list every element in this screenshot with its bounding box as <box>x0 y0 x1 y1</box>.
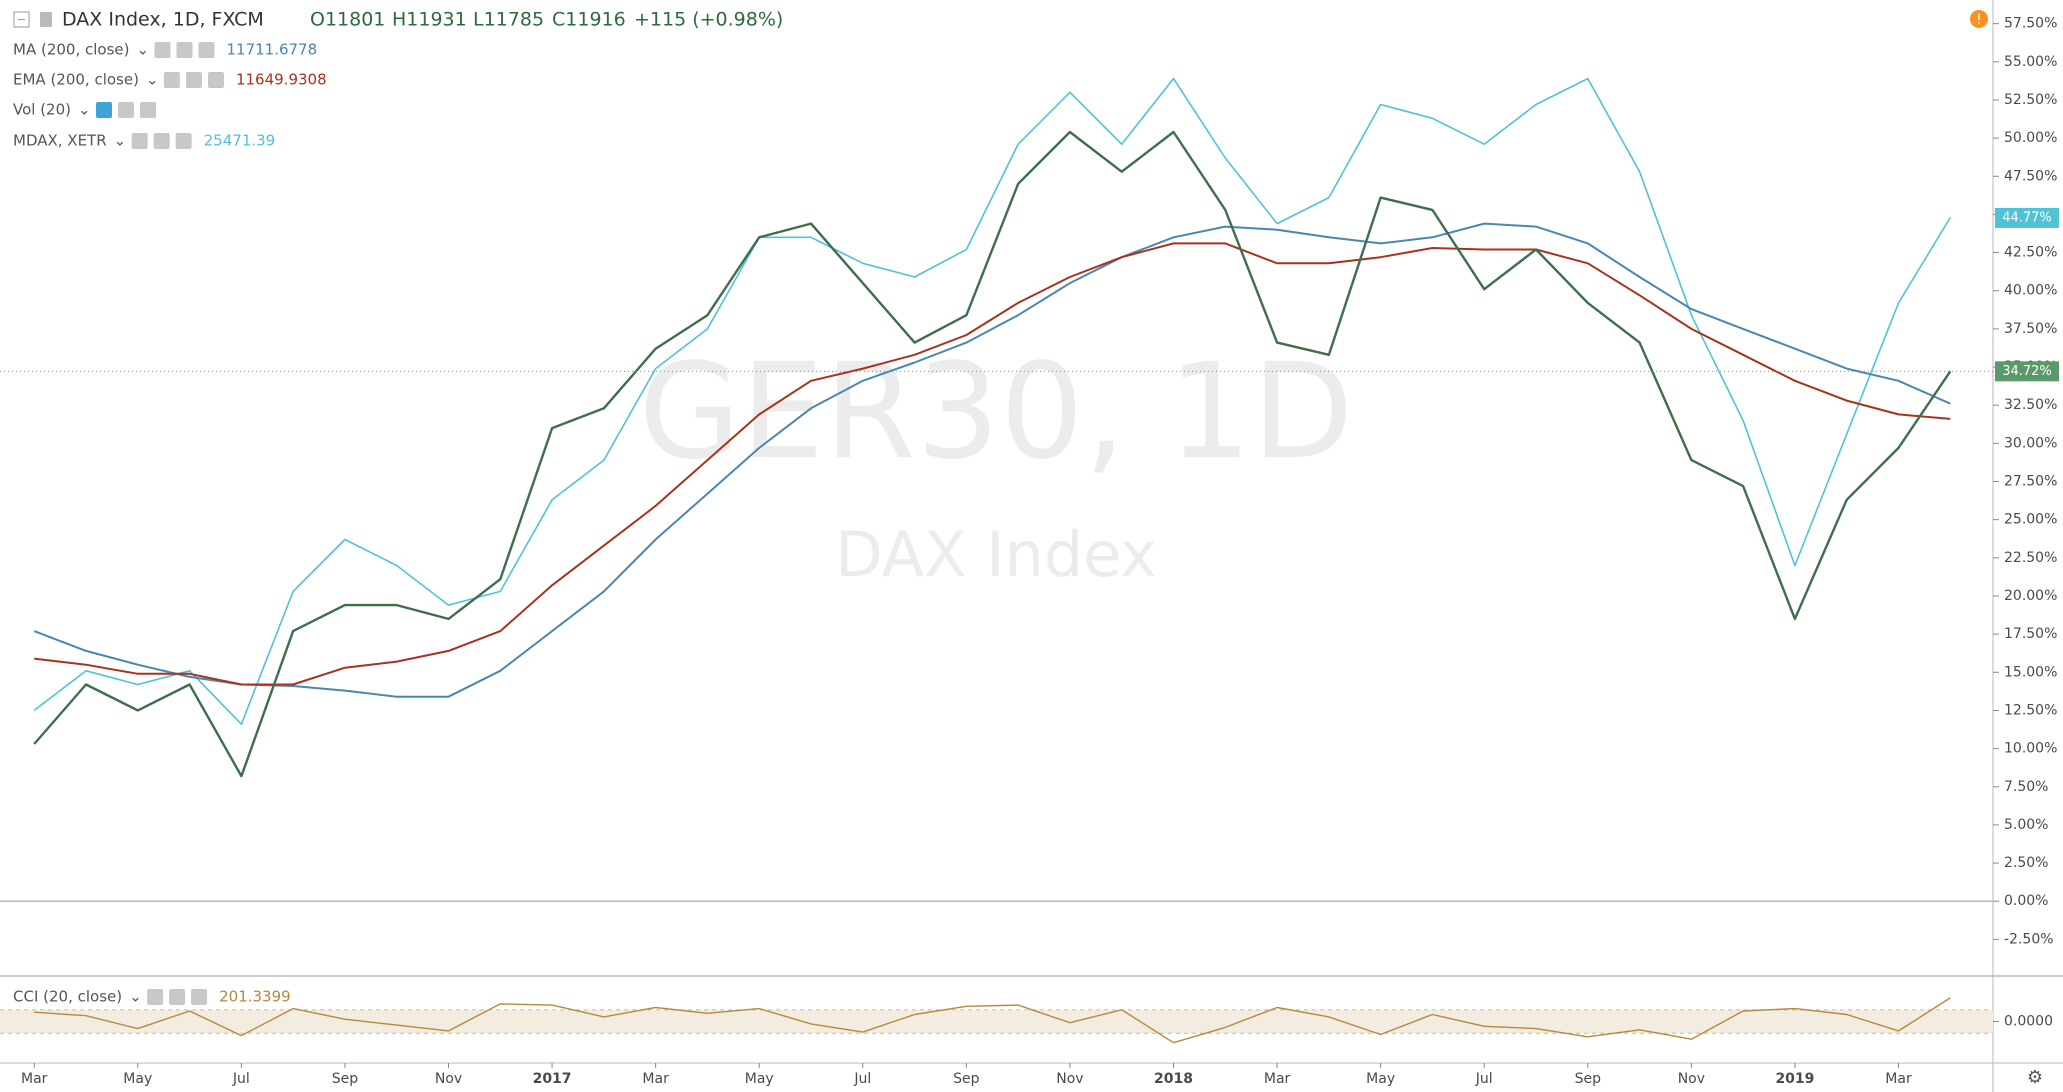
legend-button[interactable] <box>191 989 208 1005</box>
legend-value: 25471.39 <box>204 132 276 150</box>
y-tick-label: 30.00% <box>2004 435 2057 451</box>
legend-button[interactable] <box>131 133 148 149</box>
series-line <box>34 242 1951 686</box>
y-tick-label: 0.00% <box>2004 893 2048 909</box>
x-tick-label: May <box>1366 1071 1395 1087</box>
y-tick-label: 57.50% <box>2004 16 2057 32</box>
legend-button[interactable] <box>154 42 171 58</box>
price-tag-label: 44.77% <box>2002 210 2052 225</box>
legend-button[interactable] <box>185 72 202 88</box>
price-tag <box>1995 207 2059 228</box>
y-tick-label: -2.50% <box>2004 931 2054 947</box>
ohlc-close: C11916 <box>552 9 626 31</box>
legend-button[interactable] <box>163 72 180 88</box>
x-tick-label: Mar <box>642 1071 669 1087</box>
cci-band <box>0 1009 1993 1034</box>
y-tick-label: 2.50% <box>2004 855 2048 871</box>
series-line <box>34 997 1951 1044</box>
legend-button[interactable] <box>147 989 164 1005</box>
legend-caret: ⌄ <box>114 132 127 150</box>
y-tick-label: 50.00% <box>2004 130 2057 146</box>
x-tick-label: Sep <box>332 1071 359 1087</box>
y-tick-label: 37.50% <box>2004 321 2057 337</box>
series-line <box>33 77 1951 725</box>
watermark: GER30, 1D DAX Index <box>639 335 1354 591</box>
legend-button[interactable] <box>198 42 215 58</box>
x-tick-label: Nov <box>1678 1071 1705 1087</box>
y-tick-label: 22.50% <box>2004 550 2057 566</box>
legend-name[interactable]: MDAX, XETR <box>13 132 107 150</box>
legend-name[interactable]: MA (200, close) <box>13 41 129 59</box>
legend-button[interactable] <box>96 102 113 118</box>
y-tick-label: 42.50% <box>2004 245 2057 261</box>
y-tick-label: 32.50% <box>2004 397 2057 413</box>
series-line <box>33 130 1952 778</box>
x-tick-label: Nov <box>435 1071 462 1087</box>
y-tick-label: 25.00% <box>2004 512 2057 528</box>
settings-icon[interactable]: ⚙ <box>2027 1067 2043 1088</box>
legend-caret: ⌄ <box>129 988 142 1006</box>
y-tick-label: 7.50% <box>2004 779 2048 795</box>
x-tick-label: Jul <box>232 1071 250 1087</box>
ohlc-low: L11785 <box>473 9 544 31</box>
legend-button[interactable] <box>140 102 157 118</box>
legend-button[interactable] <box>118 102 135 118</box>
legend-name[interactable]: EMA (200, close) <box>13 71 139 89</box>
legend-value: 11649.9308 <box>236 71 327 89</box>
price-tag-label: 34.72% <box>2002 364 2052 379</box>
watermark-title: GER30, 1D <box>639 335 1354 489</box>
x-tick-label: Sep <box>1575 1071 1602 1087</box>
legend-caret: ⌄ <box>78 101 91 119</box>
collapse-icon[interactable] <box>13 11 30 28</box>
x-tick-label: Sep <box>953 1071 980 1087</box>
x-tick-label: Jul <box>1475 1071 1493 1087</box>
alert-icon-mark: ! <box>1976 13 1981 28</box>
cci-tick-label: 0.0000 <box>2004 1014 2053 1030</box>
ohlc-open: O11801 <box>310 9 385 31</box>
y-tick-label: 20.00% <box>2004 588 2057 604</box>
legend-button[interactable] <box>207 72 224 88</box>
y-tick-label: 17.50% <box>2004 626 2057 642</box>
y-tick-label: 52.50% <box>2004 92 2057 108</box>
symbol-icon[interactable] <box>40 12 52 27</box>
watermark-subtitle: DAX Index <box>835 518 1157 591</box>
price-tag <box>1995 361 2059 382</box>
ohlc-change: +115 (+0.98%) <box>634 9 783 31</box>
legend-button[interactable] <box>153 133 170 149</box>
x-tick-label: 2018 <box>1154 1071 1193 1087</box>
series-line <box>33 222 1951 698</box>
x-tick-label: 2019 <box>1775 1071 1814 1087</box>
x-tick-label: Mar <box>21 1071 48 1087</box>
y-tick-label: 5.00% <box>2004 817 2048 833</box>
legend-caret: ⌄ <box>136 41 149 59</box>
legend-value: 201.3399 <box>219 988 291 1006</box>
legend-name[interactable]: CCI (20, close) <box>13 988 122 1006</box>
ohlc-high: H11931 <box>392 9 467 31</box>
x-tick-label: Mar <box>1264 1071 1291 1087</box>
x-tick-label: Mar <box>1885 1071 1912 1087</box>
legend-button[interactable] <box>175 133 192 149</box>
legend-button[interactable] <box>169 989 186 1005</box>
x-tick-label: Jul <box>853 1071 871 1087</box>
legend-button[interactable] <box>176 42 193 58</box>
symbol[interactable]: DAX Index, 1D, FXCM <box>62 9 264 31</box>
y-tick-label: 10.00% <box>2004 741 2057 757</box>
y-tick-label: 27.50% <box>2004 474 2057 490</box>
y-tick-label: 15.00% <box>2004 664 2057 680</box>
y-tick-label: 55.00% <box>2004 54 2057 70</box>
legend-name[interactable]: Vol (20) <box>13 101 71 119</box>
legend-value: 11711.6778 <box>226 41 317 59</box>
x-tick-label: May <box>123 1071 152 1087</box>
y-tick-label: 47.50% <box>2004 168 2057 184</box>
x-tick-label: Nov <box>1056 1071 1083 1087</box>
x-tick-label: 2017 <box>533 1071 572 1087</box>
y-tick-label: 40.00% <box>2004 283 2057 299</box>
y-tick-label: 12.50% <box>2004 702 2057 718</box>
legend-caret: ⌄ <box>146 71 159 89</box>
alert-icon[interactable] <box>1970 10 1988 28</box>
x-tick-label: May <box>745 1071 774 1087</box>
